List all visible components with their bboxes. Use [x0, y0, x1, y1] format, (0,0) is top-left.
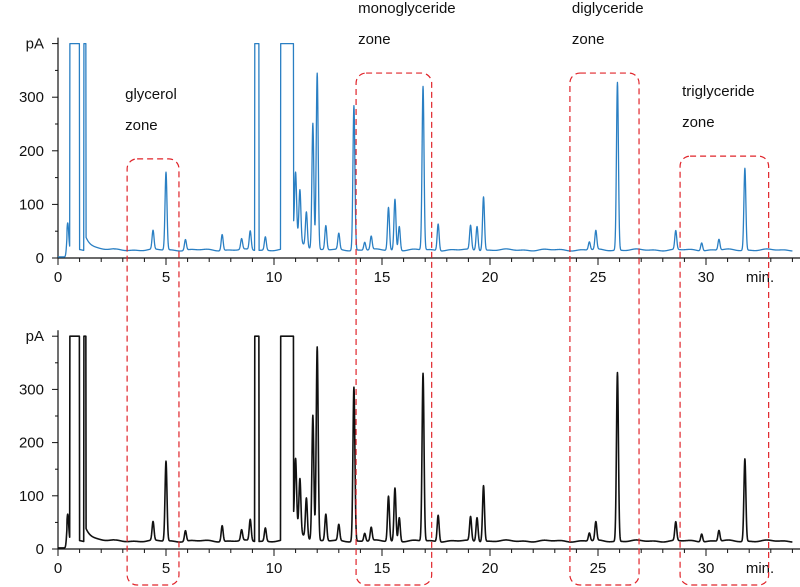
y-tick-label: 100	[19, 196, 44, 213]
x-tick-label: 15	[374, 269, 391, 286]
zone-label: glycerol	[125, 86, 177, 103]
x-tick-label: 0	[54, 560, 62, 577]
chromatogram-trace	[57, 335, 793, 549]
x-tick-label: 25	[590, 560, 607, 577]
x-axis-unit: min.	[746, 560, 774, 577]
zone-label: diglyceride	[572, 0, 644, 17]
x-tick-label: 25	[590, 269, 607, 286]
x-tick-label: 5	[162, 560, 170, 577]
x-tick-label: 5	[162, 269, 170, 286]
zone-overlays: glycerol zone monoglyceride zone diglyceride…	[125, 0, 770, 586]
y-tick-label: 300	[19, 89, 44, 106]
zone-box	[569, 72, 640, 586]
y-axis-label: pA	[26, 328, 44, 345]
zone-label: zone	[358, 31, 391, 48]
zone-label: zone	[125, 117, 158, 134]
x-axis-unit: min.	[746, 269, 774, 286]
y-tick-label: 0	[36, 250, 44, 267]
x-tick-label: 20	[482, 560, 499, 577]
zone-box	[679, 155, 770, 586]
x-tick-label: 15	[374, 560, 391, 577]
y-tick-label: 100	[19, 488, 44, 505]
x-tick-label: 30	[698, 269, 715, 286]
y-tick-label: 200	[19, 143, 44, 160]
y-tick-label: 0	[36, 541, 44, 558]
x-tick-label: 20	[482, 269, 499, 286]
y-tick-label: 200	[19, 435, 44, 452]
zone-label: zone	[572, 31, 605, 48]
x-tick-label: 30	[698, 560, 715, 577]
chromatogram-panel-top: 0 100 200 300 pA 0 5 10 15 20 25 30 min.	[19, 36, 800, 286]
chromatogram-trace	[57, 42, 793, 258]
x-tick-label: 10	[266, 560, 283, 577]
zone-label: triglyceride	[682, 83, 755, 100]
zone-label: zone	[682, 114, 715, 131]
zone-box	[355, 72, 433, 586]
y-tick-label: 300	[19, 381, 44, 398]
y-axis-label: pA	[26, 36, 44, 53]
zone-box	[126, 158, 180, 586]
x-tick-label: 10	[266, 269, 283, 286]
chromatogram-panel-bottom: 0 100 200 300 pA 0 5 10 15 20 25 30 min.	[19, 328, 800, 577]
zone-label: monoglyceride	[358, 0, 456, 17]
x-tick-label: 0	[54, 269, 62, 286]
